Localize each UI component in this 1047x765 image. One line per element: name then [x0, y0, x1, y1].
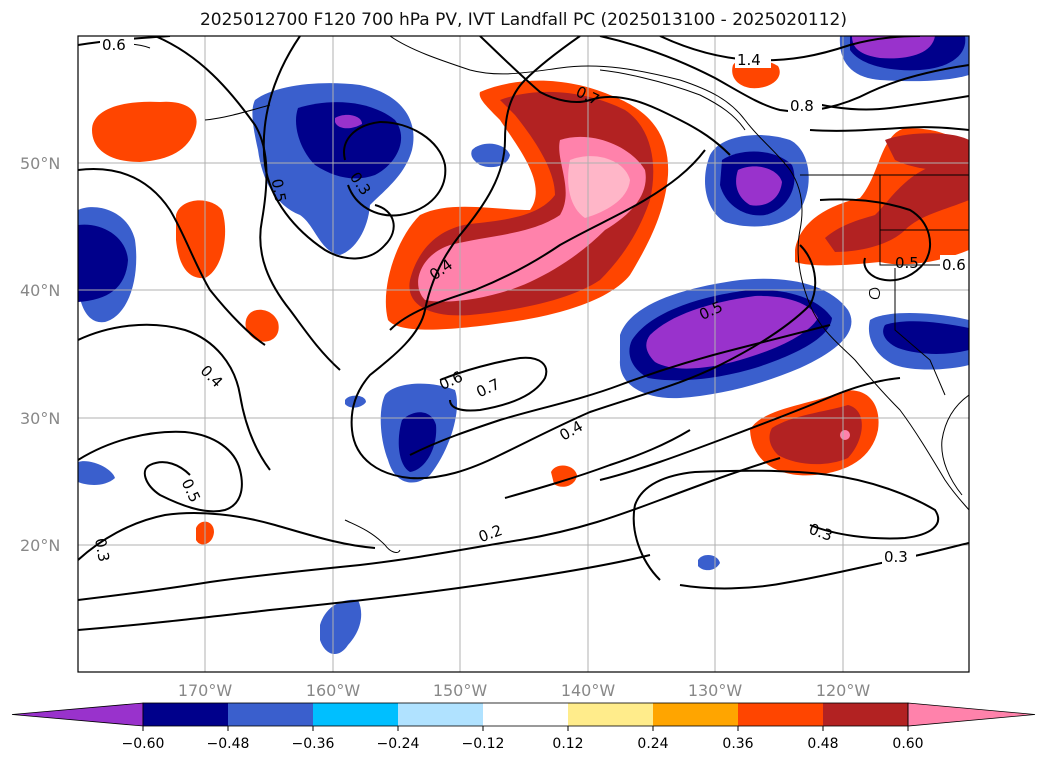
positive-pv-shading	[92, 58, 969, 545]
lat-label-20n: 20°N	[20, 536, 60, 555]
colorbar-tick-label: 0.24	[637, 736, 668, 752]
colorbar-segment	[228, 703, 313, 726]
colorbar-outline	[142, 702, 909, 727]
contour-label: 0.6	[102, 36, 126, 54]
lat-label-50n: 50°N	[20, 154, 60, 173]
colorbar-segment	[398, 703, 483, 726]
longitude-labels: 170°W 160°W 150°W 140°W 130°W 120°W	[178, 681, 871, 700]
colorbar-segment	[313, 703, 398, 726]
lat-label-30n: 30°N	[20, 409, 60, 428]
colorbar-segments	[11, 702, 1036, 727]
contour-label: 0.6	[942, 256, 966, 274]
colorbar-tick-label: 0.36	[722, 736, 753, 752]
colorbar-tick-label: −0.24	[377, 736, 420, 752]
contour-label: 1.4	[737, 51, 761, 69]
colorbar-tick-label: −0.12	[462, 736, 505, 752]
colorbar-tick-label: 0.48	[807, 736, 838, 752]
colorbar-ticks: −0.60 −0.48 −0.36 −0.24 −0.12 0.12 0.24 0.36 0.4…	[122, 726, 924, 752]
colorbar: −0.60 −0.48 −0.36 −0.24 −0.12 0.12 0.24 0.36 0.4…	[11, 702, 1036, 752]
gridlines	[78, 36, 969, 672]
lon-label-170w: 170°W	[178, 681, 233, 700]
colorbar-tick-label: 0.60	[892, 736, 923, 752]
colorbar-tick-label: −0.60	[122, 736, 165, 752]
map-frame	[77, 35, 970, 673]
contour-label: 0.3	[884, 548, 908, 566]
colorbar-extend-low	[11, 702, 144, 727]
map-panel: 0.6 1.4 0.8 0.7 0.5 0.3 0.4 0.5 0.6 0.5 …	[78, 36, 969, 672]
contour-label: 0.5	[268, 177, 290, 204]
colorbar-segment	[823, 703, 908, 726]
lon-label-130w: 130°W	[688, 681, 743, 700]
lon-label-120w: 120°W	[816, 681, 871, 700]
lat-label-40n: 40°N	[20, 281, 60, 300]
colorbar-extend-high	[907, 702, 1036, 727]
contour-label: 0.8	[790, 97, 814, 115]
ivt-contours	[78, 36, 969, 631]
map-title: 2025012700 F120 700 hPa PV, IVT Landfall…	[199, 10, 847, 30]
colorbar-segment	[483, 703, 568, 726]
lon-label-140w: 140°W	[561, 681, 616, 700]
contour-label: 0.5	[895, 254, 919, 272]
colorbar-segment	[568, 703, 653, 726]
coastlines	[99, 36, 969, 553]
latitude-labels: 50°N 40°N 30°N 20°N	[20, 154, 60, 555]
negative-pv-shading	[78, 36, 969, 655]
lon-label-150w: 150°W	[433, 681, 488, 700]
lon-label-160w: 160°W	[306, 681, 361, 700]
colorbar-tick-label: −0.36	[292, 736, 335, 752]
colorbar-tick-label: 0.12	[552, 736, 583, 752]
colorbar-segment	[653, 703, 738, 726]
contour-label: 0.3	[91, 537, 113, 564]
colorbar-segment	[143, 703, 228, 726]
colorbar-tick-label: −0.48	[207, 736, 250, 752]
colorbar-segment	[738, 703, 823, 726]
